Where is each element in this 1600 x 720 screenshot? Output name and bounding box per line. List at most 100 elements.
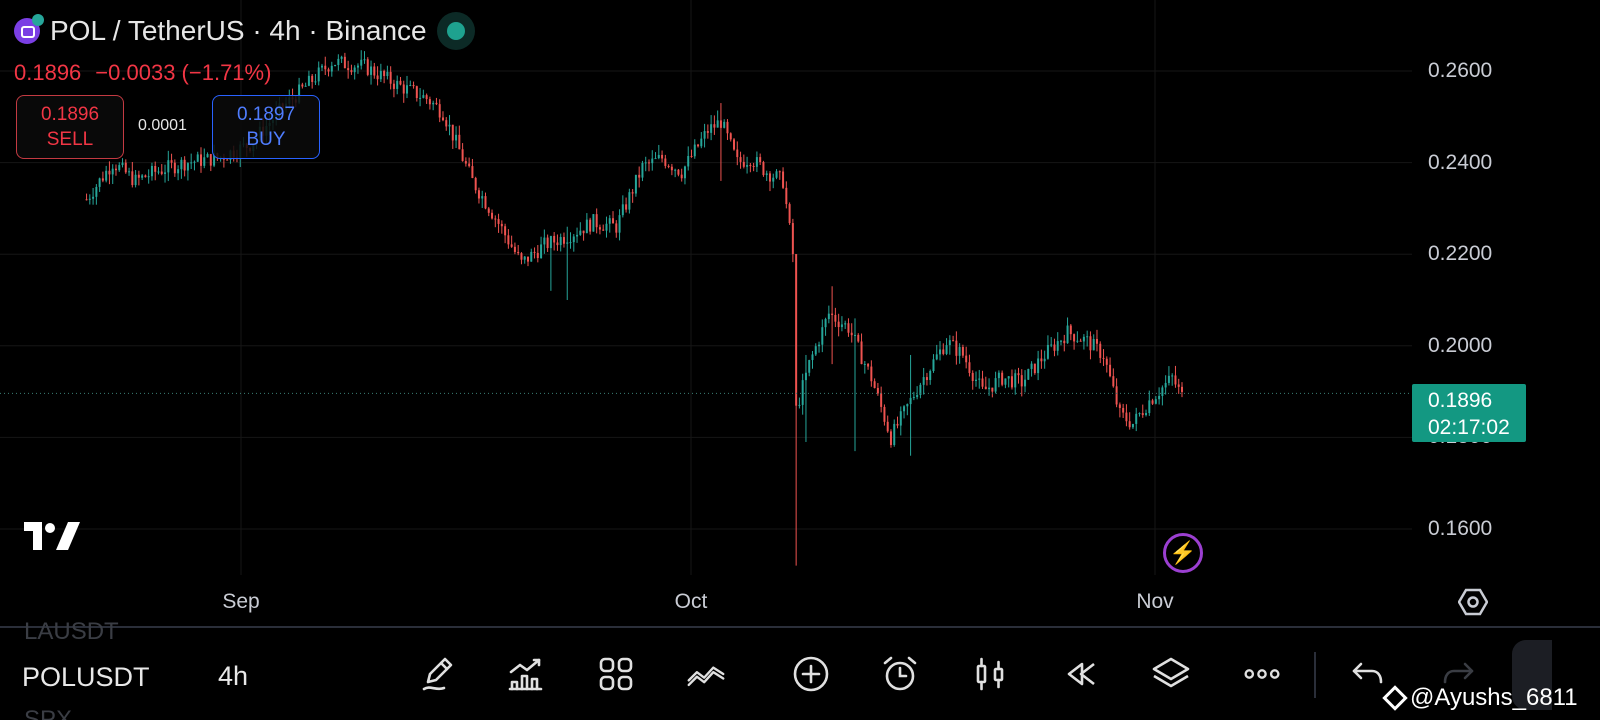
candle-body <box>392 83 395 89</box>
add-circle-icon[interactable] <box>787 650 835 698</box>
candle-body <box>572 236 575 243</box>
more-icon[interactable] <box>1238 650 1286 698</box>
candle-body <box>657 154 660 159</box>
candle-body <box>755 157 758 167</box>
candle-body <box>644 162 647 164</box>
candle-body <box>876 387 879 394</box>
sell-button[interactable]: 0.1896 SELL <box>16 95 124 159</box>
y-tick-label: 0.2000 <box>1428 334 1493 357</box>
replay-icon[interactable] <box>1056 650 1104 698</box>
candlestick-icon[interactable] <box>966 650 1014 698</box>
tradingview-logo[interactable] <box>22 520 82 552</box>
candle-body <box>634 174 637 194</box>
candle-body <box>683 166 686 179</box>
candle-body <box>608 218 611 224</box>
candle-body <box>180 159 183 170</box>
indicators-icon[interactable] <box>502 650 550 698</box>
bolt-icon[interactable]: ⚡ <box>1163 533 1203 573</box>
candle-body <box>827 313 830 320</box>
candle-body <box>798 404 801 406</box>
timeframe-selector[interactable]: 4h <box>218 661 249 691</box>
market-status-icon[interactable] <box>436 12 475 50</box>
candle-body <box>723 121 726 128</box>
pencil-icon[interactable] <box>414 650 462 698</box>
candle-body <box>1076 340 1079 342</box>
candle-body <box>406 85 409 94</box>
candle-body <box>327 69 330 72</box>
candle-body <box>1095 339 1098 344</box>
candle-body <box>517 251 520 254</box>
candle-body <box>173 162 176 174</box>
chart-area[interactable]: POL / TetherUS · 4h · Binance 0.1896 −0.… <box>0 0 1600 626</box>
bottom-toolbar: LAUSDT POLUSDT SPX 4h @Ayushs_6811 <box>0 618 1600 720</box>
candle-body <box>801 380 804 405</box>
candle-body <box>997 372 1000 379</box>
layers-icon[interactable] <box>1147 650 1195 698</box>
side-panel-handle[interactable] <box>1512 640 1552 710</box>
candle-body <box>92 196 95 199</box>
candle-body <box>504 226 507 236</box>
candle-body <box>844 323 847 325</box>
candle-body <box>137 174 140 178</box>
candle-body <box>674 169 677 171</box>
binance-icon <box>1382 685 1408 711</box>
candle-body <box>425 95 428 100</box>
price-chart[interactable] <box>0 0 1600 626</box>
candle-body <box>641 163 644 178</box>
candle-body <box>1128 421 1131 428</box>
candle-body <box>399 80 402 85</box>
candle-body <box>909 397 912 405</box>
candle-body <box>1141 413 1144 416</box>
candle-body <box>88 198 91 200</box>
candle-body <box>360 59 363 66</box>
previous-symbol[interactable]: LAUSDT <box>24 618 119 645</box>
candle-body <box>206 154 209 158</box>
candle-body <box>703 131 706 139</box>
candle-body <box>190 162 193 164</box>
candle-body <box>1033 363 1036 374</box>
candle-body <box>576 234 579 237</box>
candle-body <box>1125 412 1128 422</box>
candle-body <box>160 171 163 174</box>
candle-body <box>857 334 860 342</box>
candle-body <box>690 155 693 157</box>
candle-body <box>546 237 549 249</box>
candle-body <box>298 84 301 103</box>
candle-body <box>484 196 487 209</box>
candle-body <box>1115 386 1118 405</box>
candle-body <box>651 158 654 164</box>
symbol-selector[interactable]: POLUSDT <box>22 662 150 692</box>
y-tick-label: 0.2400 <box>1428 151 1493 174</box>
candle-body <box>559 237 562 246</box>
candle-body <box>860 341 863 365</box>
trend-line-icon[interactable] <box>682 650 730 698</box>
apps-grid-icon[interactable] <box>592 650 640 698</box>
candle-body <box>1004 378 1007 385</box>
next-symbol[interactable]: SPX <box>24 706 73 720</box>
candle-body <box>831 313 834 315</box>
candle-body <box>150 165 153 177</box>
candle-body <box>530 251 533 262</box>
candle-body <box>749 165 752 167</box>
candle-body <box>471 166 474 179</box>
settings-icon[interactable] <box>1458 587 1488 617</box>
candle-body <box>154 165 157 172</box>
candle-body <box>647 162 650 164</box>
candle-body <box>1040 358 1043 362</box>
last-price: 0.1896 <box>14 60 82 85</box>
alarm-icon[interactable] <box>876 650 924 698</box>
candle-body <box>376 75 379 80</box>
candle-body <box>1164 382 1167 388</box>
candle-body <box>1161 387 1164 396</box>
chart-title[interactable]: POL / TetherUS · 4h · Binance <box>50 15 427 46</box>
candle-body <box>863 363 866 365</box>
candle-body <box>661 154 664 159</box>
candle-body <box>582 230 585 234</box>
undo-icon[interactable] <box>1344 650 1392 698</box>
redo-icon[interactable] <box>1434 650 1482 698</box>
candle-body <box>455 134 458 141</box>
candle-body <box>330 65 333 72</box>
candle-body <box>409 85 412 87</box>
candle-body <box>808 360 811 373</box>
buy-button[interactable]: 0.1897 BUY <box>212 95 320 159</box>
